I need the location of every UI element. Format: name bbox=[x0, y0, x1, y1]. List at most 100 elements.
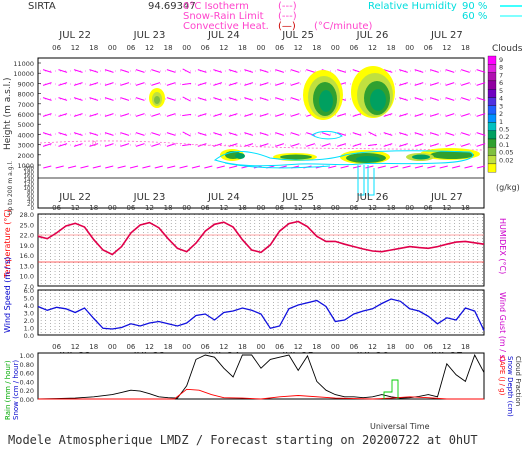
wind-barb bbox=[197, 132, 207, 136]
wind-barb bbox=[89, 97, 99, 101]
wind-barb bbox=[104, 143, 114, 147]
wind-barb bbox=[244, 143, 254, 147]
colorbar-tick: 5 bbox=[499, 87, 503, 95]
wind-barb bbox=[89, 69, 99, 73]
cloud-ytick: 6000 bbox=[17, 111, 34, 119]
hour-label: 00 bbox=[331, 343, 340, 351]
wind-barb bbox=[73, 143, 83, 147]
wind-barb bbox=[290, 113, 300, 117]
coord-label: 94.69347 bbox=[148, 1, 196, 12]
hour-label: 12 bbox=[219, 44, 228, 52]
wind-barb-lower bbox=[229, 165, 238, 169]
wind-barb bbox=[476, 69, 486, 73]
colorbar-box bbox=[487, 113, 497, 123]
hour-label: 18 bbox=[89, 44, 98, 52]
cloud-ytick: 8000 bbox=[17, 91, 34, 99]
wind-barb bbox=[414, 82, 424, 86]
wind-barb bbox=[58, 69, 68, 73]
wind-barb bbox=[321, 132, 331, 136]
wind-barb bbox=[259, 132, 269, 136]
rain-line bbox=[38, 388, 484, 400]
wind-barb bbox=[135, 143, 145, 147]
wind-barb-lower bbox=[464, 165, 473, 169]
wind-barb bbox=[306, 143, 315, 147]
wind-barb bbox=[460, 69, 470, 73]
wind-barb-lower bbox=[352, 165, 362, 169]
wind-barb bbox=[290, 97, 300, 101]
wind-barb bbox=[166, 82, 176, 86]
day-label: JUL 26 bbox=[356, 192, 389, 203]
wind-barb bbox=[306, 69, 315, 73]
wind-barb bbox=[151, 143, 161, 147]
hour-label: 00 bbox=[257, 343, 266, 351]
wind-barb-lower bbox=[142, 165, 151, 169]
colorbar-box bbox=[487, 138, 497, 148]
temperature-yticks: 28.0 25.0 22.0 19.0 16.0 13.0 10.0 7.0 bbox=[20, 211, 34, 291]
wind-barb-lower bbox=[427, 165, 436, 169]
hour-label: 18 bbox=[387, 343, 396, 351]
wind-barb bbox=[244, 113, 254, 117]
hour-label: 00 bbox=[405, 44, 414, 52]
wind-barb bbox=[182, 143, 192, 147]
hour-labels-lower: 06 12 18 00 06 12 18 00 06 12 18 00 06 12 18 00 06 12 18 00… bbox=[52, 343, 470, 351]
hour-label: 00 bbox=[108, 204, 117, 212]
hour-label: 18 bbox=[238, 343, 247, 351]
wind-ytick: 2.0 bbox=[24, 317, 34, 325]
hour-label: 12 bbox=[442, 44, 451, 52]
wind-barb bbox=[89, 143, 99, 147]
wind-barb bbox=[42, 97, 52, 101]
legend-isotherm-symbol: (---) bbox=[278, 1, 297, 12]
wind-barb bbox=[399, 97, 408, 101]
hour-label: 12 bbox=[294, 44, 303, 52]
hour-label: 18 bbox=[164, 204, 173, 212]
wind-barb bbox=[120, 132, 130, 136]
temperature-ytick: 16.0 bbox=[20, 252, 34, 260]
wind-barb bbox=[445, 97, 455, 101]
wind-barb bbox=[244, 69, 254, 73]
colorbar-box bbox=[487, 80, 497, 90]
hour-label: 00 bbox=[405, 204, 414, 212]
cloud-panel: 1100010000900080007000600050004000300020… bbox=[3, 57, 486, 215]
cloud-ytick-lower: 20 bbox=[27, 202, 34, 208]
hour-label: 12 bbox=[368, 44, 377, 52]
wind-barb bbox=[414, 113, 424, 117]
wind-barb-lower bbox=[402, 165, 411, 169]
wind-barb bbox=[259, 113, 269, 117]
legend-convective-symbol: (—) bbox=[278, 21, 296, 32]
hour-label: 18 bbox=[461, 44, 470, 52]
wind-barb bbox=[352, 143, 362, 147]
legend-convective: Convective Heat. bbox=[183, 21, 269, 32]
day-label: JUL 24 bbox=[207, 192, 240, 203]
temperature-ytick: 25.0 bbox=[20, 221, 34, 229]
wind-barb-lower bbox=[452, 165, 461, 169]
wind-barb bbox=[399, 132, 408, 136]
wind-barb bbox=[290, 132, 300, 136]
wind-barb bbox=[306, 132, 315, 136]
wind-barb bbox=[182, 113, 192, 117]
wind-barb bbox=[337, 113, 346, 117]
hour-label: 12 bbox=[442, 204, 451, 212]
wind-barb bbox=[275, 143, 285, 147]
wind-barb bbox=[367, 143, 378, 147]
hour-label: 18 bbox=[461, 343, 470, 351]
wind-barb bbox=[460, 132, 470, 136]
wind-barb bbox=[476, 82, 486, 86]
colorbar-tick: 0.1 bbox=[499, 141, 509, 149]
wind-barb bbox=[89, 132, 99, 136]
wind-barb bbox=[414, 132, 424, 136]
hour-label: 06 bbox=[275, 343, 284, 351]
colorbar-box bbox=[487, 55, 497, 65]
temperature-ytick: 13.0 bbox=[20, 262, 34, 270]
wind-barb bbox=[414, 69, 424, 73]
wind-barb bbox=[368, 131, 377, 137]
wind-barb bbox=[290, 143, 300, 147]
hour-label: 00 bbox=[331, 204, 340, 212]
colorbar-box bbox=[487, 89, 497, 98]
wind-barb-lower bbox=[439, 165, 448, 169]
day-label: JUL 25 bbox=[281, 192, 314, 203]
wind-barb bbox=[337, 132, 346, 136]
wind-barb bbox=[414, 143, 424, 147]
hour-label: 18 bbox=[461, 204, 470, 212]
